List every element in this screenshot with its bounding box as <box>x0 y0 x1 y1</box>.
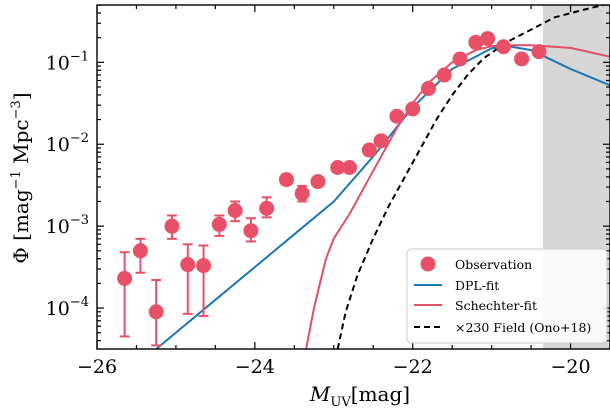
legend-item-field-ono18: ×230 Field (Ono+18) <box>414 320 591 335</box>
y-tick-label: 10−2 <box>46 131 89 156</box>
observation-marker <box>117 270 133 286</box>
observation-point <box>405 101 421 117</box>
observation-point <box>361 142 377 158</box>
observation-point <box>211 214 227 237</box>
observation-point <box>514 51 530 67</box>
x-axis-label: MUV[mag] <box>309 382 410 410</box>
legend-label-field-ono18: ×230 Field (Ono+18) <box>455 320 591 335</box>
observation-marker <box>452 51 468 67</box>
observation-point <box>259 196 275 219</box>
observation-point <box>452 51 468 67</box>
observation-point <box>243 217 259 243</box>
observation-point <box>420 80 436 96</box>
observation-marker <box>148 304 164 320</box>
observation-marker <box>373 133 389 149</box>
observation-point <box>132 237 148 274</box>
observation-marker <box>330 159 346 175</box>
legend-label-schechter-fit: Schechter-fit <box>455 298 537 313</box>
y-axis-ticks: 10−4 10−3 10−2 10−1 <box>46 4 610 342</box>
observation-point <box>164 214 180 240</box>
observation-point <box>373 133 389 149</box>
observation-point <box>342 159 358 175</box>
x-tick-label: −26 <box>77 356 117 378</box>
observation-point <box>389 108 405 124</box>
y-tick-label: 10−1 <box>46 49 89 74</box>
y-tick-label: 10−3 <box>46 213 89 238</box>
observation-marker <box>132 243 148 259</box>
legend-marker-observation <box>420 256 436 272</box>
observation-point <box>227 200 243 223</box>
observation-marker <box>196 258 212 274</box>
y-axis-label: Φ [mag−1 Mpc−3] <box>9 92 33 263</box>
x-tick-label: −22 <box>393 356 433 378</box>
observation-marker <box>514 51 530 67</box>
observation-marker <box>342 159 358 175</box>
observation-marker <box>420 80 436 96</box>
observation-point <box>468 34 484 50</box>
y-tick-label: 10−4 <box>46 295 89 320</box>
observation-marker <box>531 44 547 60</box>
observation-marker <box>259 200 275 216</box>
observation-marker <box>405 101 421 117</box>
observation-marker <box>389 108 405 124</box>
observation-point <box>531 44 547 60</box>
observation-marker <box>294 186 310 202</box>
legend-item-observation: Observation <box>420 256 532 272</box>
observation-marker <box>180 257 196 273</box>
observation-marker <box>436 67 452 83</box>
observation-point <box>294 184 310 203</box>
legend-label-dpl-fit: DPL-fit <box>455 278 499 293</box>
x-tick-label: −24 <box>235 356 275 378</box>
observation-point <box>480 31 496 47</box>
observation-marker <box>227 203 243 219</box>
observation-point <box>148 279 164 347</box>
observation-point <box>180 243 196 315</box>
observation-point <box>310 174 326 190</box>
legend-box <box>406 248 608 344</box>
x-tick-label: −20 <box>550 356 590 378</box>
observation-marker <box>243 223 259 239</box>
observation-marker <box>361 142 377 158</box>
x-axis-ticks: −26 −24 −22 −20 <box>77 5 610 378</box>
curve-230-field-ono-18 <box>336 5 608 349</box>
legend: Observation DPL-fit Schechter-fit ×230 F… <box>406 248 608 344</box>
observation-marker <box>164 218 180 234</box>
observation-points <box>117 31 547 347</box>
legend-label-observation: Observation <box>455 257 532 272</box>
observation-marker <box>480 31 496 47</box>
observation-point <box>330 159 346 175</box>
observation-point <box>196 244 212 317</box>
observation-point <box>495 39 511 55</box>
observation-marker <box>278 172 294 188</box>
curve-dpl-fit <box>155 45 610 349</box>
observation-point <box>436 67 452 83</box>
observation-marker <box>211 216 227 232</box>
legend-item-dpl-fit: DPL-fit <box>414 278 499 293</box>
observation-point <box>278 172 294 188</box>
observation-marker <box>495 39 511 55</box>
observation-point <box>117 251 133 338</box>
observation-marker <box>468 34 484 50</box>
legend-item-schechter-fit: Schechter-fit <box>414 298 537 313</box>
observation-marker <box>310 174 326 190</box>
